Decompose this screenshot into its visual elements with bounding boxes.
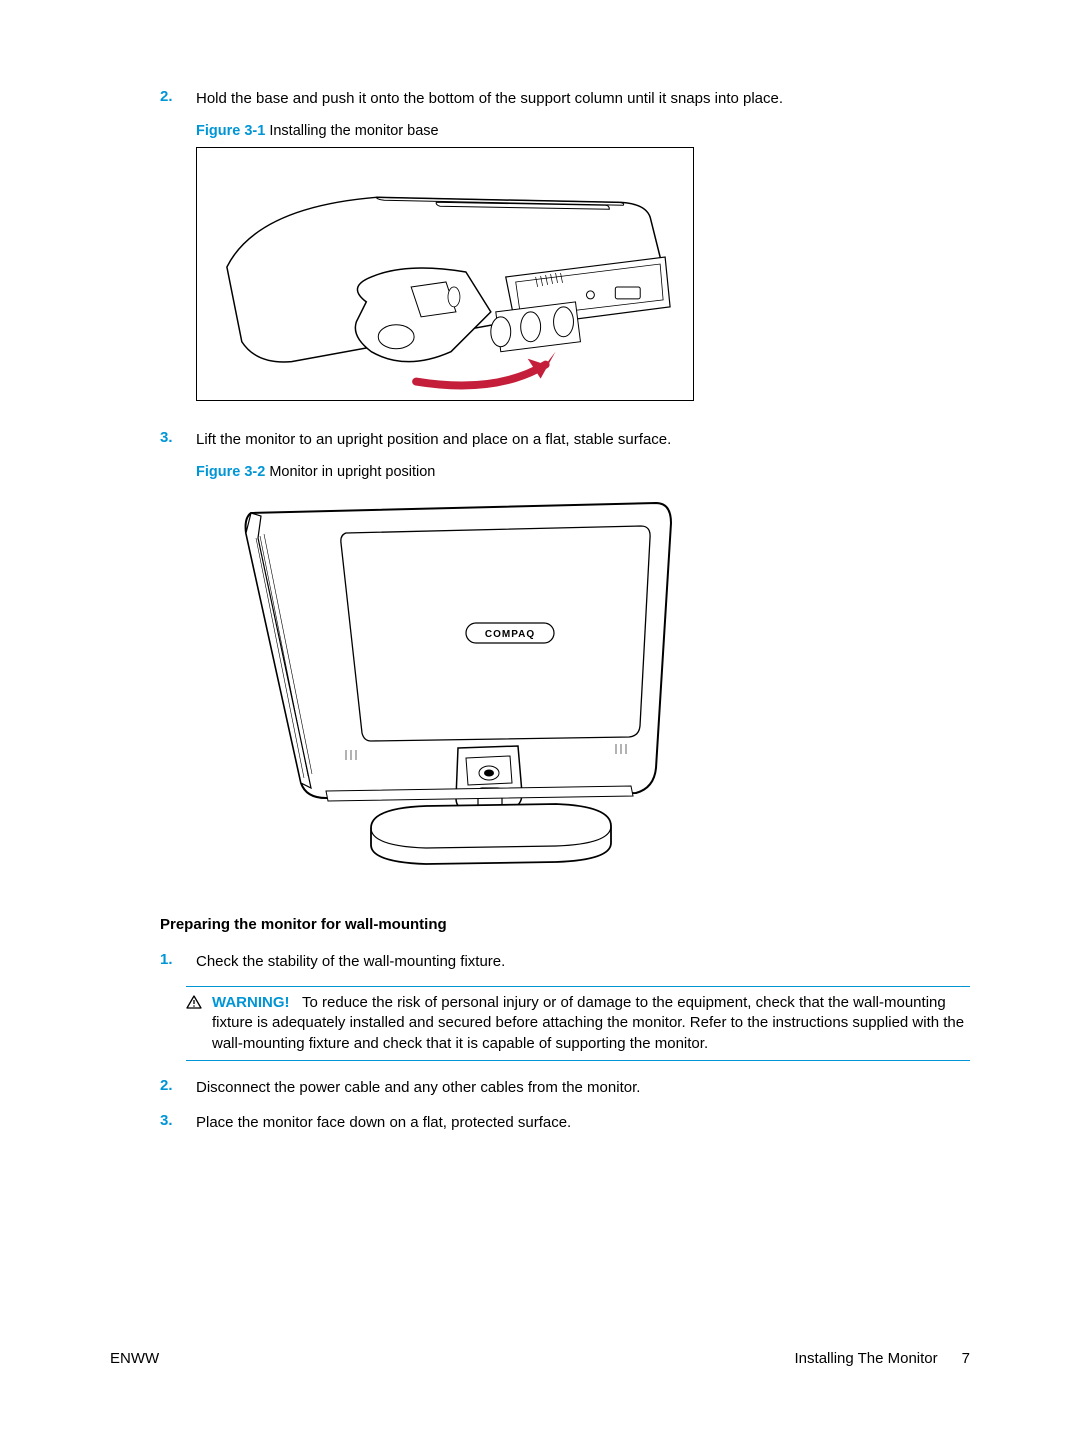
warning-icon — [186, 993, 204, 1054]
footer-left: ENWW — [110, 1350, 159, 1367]
step-number: 2. — [160, 1077, 196, 1098]
figure-caption-text: Installing the monitor base — [265, 123, 438, 139]
figure-container — [196, 147, 970, 401]
page-number: 7 — [962, 1350, 970, 1367]
footer-section-title: Installing The Monitor — [795, 1350, 938, 1367]
warning-text: To reduce the risk of personal injury or… — [212, 994, 964, 1052]
svg-text:COMPAQ: COMPAQ — [485, 629, 535, 640]
figure-caption: Figure 3-2 Monitor in upright position — [196, 464, 970, 480]
figure-caption: Figure 3-1 Installing the monitor base — [196, 123, 970, 139]
instruction-step: 3. Lift the monitor to an upright positi… — [160, 429, 970, 450]
step-text: Disconnect the power cable and any other… — [196, 1077, 970, 1098]
section-heading: Preparing the monitor for wall-mounting — [160, 916, 970, 933]
footer-right: Installing The Monitor 7 — [795, 1350, 970, 1367]
step-text: Lift the monitor to an upright position … — [196, 429, 970, 450]
step-number: 1. — [160, 951, 196, 972]
figure-3-1-diagram — [196, 147, 694, 401]
figure-label: Figure 3-1 — [196, 123, 265, 139]
instruction-step: 2. Hold the base and push it onto the bo… — [160, 88, 970, 109]
page-footer: ENWW Installing The Monitor 7 — [110, 1350, 970, 1367]
figure-container: COMPAQ — [196, 488, 970, 888]
step-number: 3. — [160, 429, 196, 450]
figure-caption-text: Monitor in upright position — [265, 464, 435, 480]
figure-label: Figure 3-2 — [196, 464, 265, 480]
page-content: 2. Hold the base and push it onto the bo… — [160, 88, 970, 1133]
warning-label: WARNING! — [212, 994, 290, 1011]
instruction-step: 2. Disconnect the power cable and any ot… — [160, 1077, 970, 1098]
instruction-step: 1. Check the stability of the wall-mount… — [160, 951, 970, 972]
step-number: 2. — [160, 88, 196, 109]
warning-content: WARNING! To reduce the risk of personal … — [212, 993, 970, 1054]
step-text: Place the monitor face down on a flat, p… — [196, 1112, 970, 1133]
step-number: 3. — [160, 1112, 196, 1133]
step-text: Hold the base and push it onto the botto… — [196, 88, 970, 109]
warning-box: WARNING! To reduce the risk of personal … — [186, 986, 970, 1061]
figure-3-2-diagram: COMPAQ — [196, 488, 694, 888]
step-text: Check the stability of the wall-mounting… — [196, 951, 970, 972]
instruction-step: 3. Place the monitor face down on a flat… — [160, 1112, 970, 1133]
